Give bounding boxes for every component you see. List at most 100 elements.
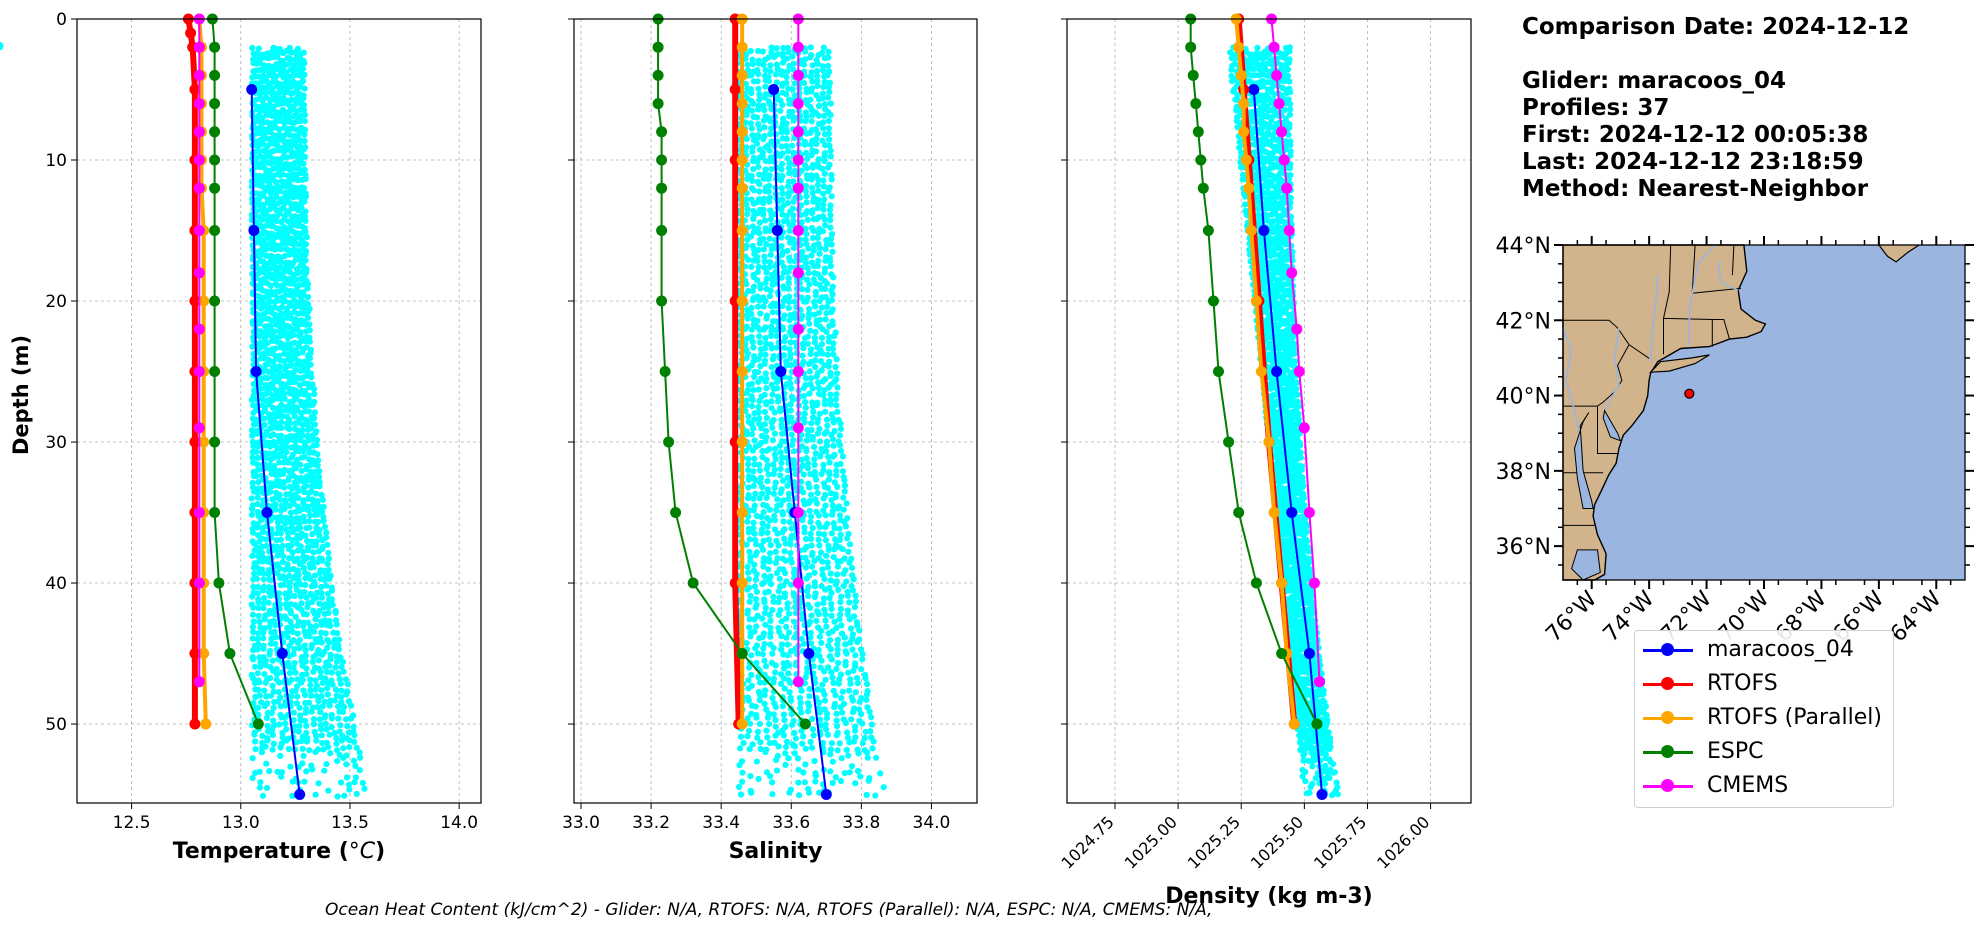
glider-scatter-point — [256, 618, 263, 625]
glider-scatter-point — [750, 100, 757, 107]
glider-scatter-point — [744, 61, 751, 68]
glider-scatter-point — [814, 82, 821, 89]
glider-scatter-point — [301, 111, 309, 118]
glider-scatter-point — [862, 675, 869, 682]
glider-scatter-point — [306, 321, 313, 328]
glider-scatter-point — [255, 45, 262, 52]
glider-scatter-point — [809, 62, 816, 69]
glider-scatter-point — [308, 644, 315, 652]
glider-scatter-point — [269, 404, 277, 411]
glider-scatter-point — [834, 408, 841, 415]
glider-scatter-point — [783, 129, 791, 136]
glider-scatter-point — [829, 502, 837, 509]
glider-scatter-point — [773, 344, 780, 351]
glider-scatter-point — [760, 645, 767, 652]
glider-scatter-point — [282, 292, 289, 299]
glider-scatter-point — [266, 610, 273, 617]
glider-scatter-point — [834, 483, 841, 491]
glider-scatter-point — [325, 787, 332, 794]
glider-scatter-point — [279, 558, 286, 566]
glider-scatter-point — [784, 641, 791, 648]
glider-scatter-point — [267, 517, 274, 524]
glider-scatter-point — [773, 45, 780, 52]
glider-scatter-point — [806, 281, 813, 288]
glider-scatter-point — [307, 425, 315, 432]
glider-scatter-point — [766, 612, 773, 619]
glider-scatter-point — [269, 682, 276, 690]
glider-scatter-point — [825, 363, 832, 370]
glider-scatter-point — [328, 596, 335, 603]
glider-scatter-point — [254, 454, 261, 461]
glider-scatter-point — [300, 146, 307, 153]
glider-scatter-point — [826, 136, 833, 143]
glider-scatter-point — [277, 530, 284, 537]
glider-scatter-point — [313, 490, 320, 497]
glider-scatter-point — [302, 175, 309, 183]
glider-scatter-point — [808, 252, 815, 259]
glider-scatter-point — [754, 158, 761, 165]
glider-scatter-point — [747, 47, 754, 55]
glider-scatter-point — [859, 656, 866, 663]
glider-scatter-point — [760, 117, 768, 124]
series-point — [193, 154, 205, 166]
glider-scatter-point — [813, 373, 820, 380]
series-point — [209, 507, 221, 518]
glider-scatter-point — [786, 375, 793, 382]
glider-scatter-point — [745, 697, 753, 704]
series-point — [209, 295, 221, 307]
glider-scatter-point — [834, 505, 842, 512]
glider-scatter-point — [266, 181, 273, 188]
glider-scatter-point — [278, 424, 285, 431]
glider-scatter-point — [746, 624, 753, 631]
glider-scatter-point — [789, 205, 796, 212]
glider-scatter-point — [304, 285, 311, 292]
glider-scatter-point — [823, 442, 831, 449]
glider-scatter-point — [278, 432, 285, 439]
glider-scatter-point — [803, 575, 810, 582]
glider-scatter-point — [761, 691, 768, 699]
glider-scatter-point — [765, 188, 772, 195]
series-point — [193, 182, 205, 194]
glider-scatter-point — [329, 681, 336, 688]
glider-scatter-point — [786, 519, 793, 526]
series-point — [185, 27, 197, 39]
glider-scatter-point — [751, 561, 758, 568]
glider-scatter-point — [783, 738, 791, 745]
glider-scatter-point — [275, 689, 282, 696]
glider-scatter-point — [823, 726, 830, 733]
glider-scatter-point — [800, 733, 807, 740]
glider-scatter-point — [824, 62, 832, 70]
glider-scatter-point — [777, 152, 784, 159]
glider-scatter-point — [827, 153, 834, 160]
glider-scatter-point — [261, 703, 268, 710]
glider-scatter-point — [254, 461, 261, 468]
glider-scatter-point — [736, 762, 743, 769]
glider-scatter-point — [302, 709, 309, 716]
glider-scatter-point — [826, 89, 833, 96]
glider-scatter-point — [808, 88, 815, 95]
glider-scatter-point — [833, 723, 841, 730]
glider-scatter-point — [307, 575, 314, 582]
glider-scatter-point — [761, 326, 768, 333]
glider-scatter-point — [332, 609, 339, 617]
glider-scatter-point — [272, 514, 280, 521]
glider-scatter-point — [759, 615, 766, 622]
glider-scatter-point — [327, 656, 334, 663]
glider-scatter-point — [798, 709, 805, 716]
glider-scatter-point — [261, 421, 268, 428]
glider-scatter-point — [764, 478, 771, 485]
glider-scatter-point — [261, 415, 268, 422]
glider-scatter-point — [754, 199, 761, 206]
glider-scatter-point — [817, 453, 824, 460]
glider-scatter-point — [770, 490, 778, 497]
glider-scatter-point — [303, 738, 310, 745]
glider-scatter-point — [821, 216, 828, 223]
glider-scatter-point — [266, 206, 273, 213]
glider-scatter-point — [832, 581, 839, 588]
glider-scatter-point — [810, 732, 817, 739]
glider-scatter-point — [821, 170, 828, 177]
glider-scatter-point — [808, 612, 815, 619]
glider-scatter-point — [825, 117, 833, 124]
glider-scatter-point — [761, 258, 768, 265]
glider-scatter-point — [877, 770, 884, 777]
